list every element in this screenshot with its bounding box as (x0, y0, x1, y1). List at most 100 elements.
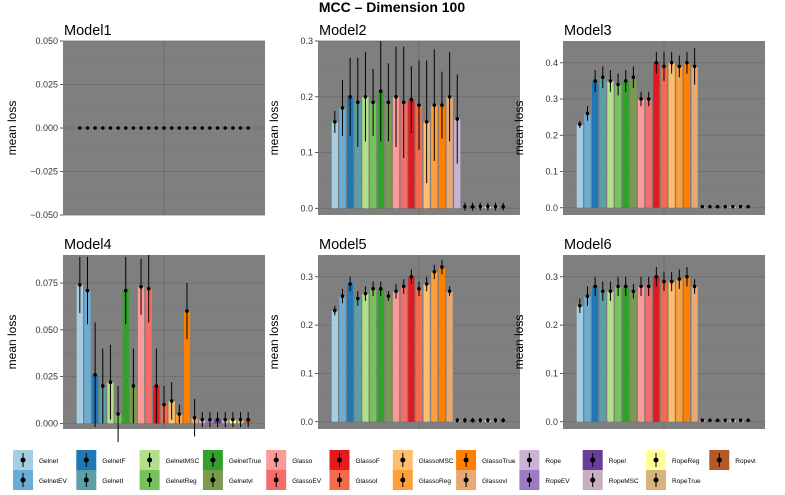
panel-model1: −0.050 −0.025 0.000 0.025 0.050 Model1 mean lo… (5, 23, 265, 220)
legend-label: GlassoReg (419, 478, 452, 485)
point-gelnet (333, 308, 337, 313)
legend-item-gelnetreg: GelnetReg (139, 470, 197, 490)
bar-glassoi (660, 281, 668, 422)
point-gelnetmsc (108, 126, 113, 130)
bar-glassoreg (676, 66, 683, 208)
point-glassoi (662, 279, 666, 284)
point-gelnet (578, 122, 582, 127)
y-axis-label: mean loss (5, 315, 19, 370)
point-ropetrue (738, 418, 743, 423)
y-tick-label: 0.0 (300, 203, 313, 213)
y-axis-label: mean loss (512, 315, 526, 370)
bar-gelnetf (346, 284, 354, 422)
point-gelnettrue (123, 126, 128, 130)
bar-glassoev (645, 99, 652, 208)
point-glassovl (692, 64, 697, 69)
point-gelnetvl (631, 75, 636, 80)
point-glassoev (401, 284, 406, 289)
bar-gelnetmsc (607, 80, 614, 208)
legend-label: GlassoI (356, 478, 378, 485)
bar-glassovl (691, 66, 698, 208)
bar-glasso (392, 291, 400, 422)
legend-item-ropei: RopeI (582, 450, 626, 470)
y-tick-label: −0.050 (30, 210, 58, 220)
point-gelnetev (585, 294, 590, 298)
y-axis-label: mean loss (5, 101, 19, 156)
bar-gelnet (76, 284, 83, 424)
bar-glassoev (645, 286, 652, 422)
point-ropetrue (738, 204, 743, 209)
legend-key-point (337, 457, 342, 463)
point-gelnetvl (386, 100, 391, 105)
bar-glassovl (446, 96, 453, 209)
bar-gelneti (599, 291, 606, 422)
point-glassomsc (169, 399, 174, 403)
legend-item-ropevl: Ropevl (709, 450, 756, 470)
bar-glasso (137, 286, 145, 424)
point-glassomsc (669, 279, 674, 284)
y-tick-label: 0.0 (300, 417, 313, 427)
y-axis-label: mean loss (267, 315, 281, 370)
legend-item-ropetrue: RopeTrue (646, 470, 701, 490)
panel-title: Model2 (319, 23, 367, 39)
bar-glassomsc (668, 281, 675, 422)
legend-key-point (463, 477, 469, 483)
point-rope (200, 417, 205, 422)
point-glassof (409, 274, 414, 279)
legend-label: RopeReg (672, 458, 700, 465)
legend-item-glassof: GlassoF (329, 450, 380, 470)
point-glassoev (646, 284, 651, 289)
bar-gelnetev (84, 290, 91, 424)
legend-item-glassotrue: GlassoTrue (456, 450, 516, 470)
bar-gelnetvl (385, 102, 392, 209)
point-ropereg (731, 204, 735, 209)
point-glassoi (662, 64, 666, 69)
bar-gelnetreg (614, 286, 622, 422)
point-glassoreg (177, 412, 182, 416)
bar-gelnetev (584, 113, 591, 208)
point-ropetrue (493, 418, 498, 423)
point-glassovl (692, 284, 697, 289)
point-glassotrue (185, 126, 189, 130)
point-rope (455, 418, 460, 423)
legend-key-point (147, 457, 153, 463)
point-glasso (394, 289, 398, 294)
point-ropeev (708, 418, 712, 423)
legend-key-point (20, 457, 26, 463)
point-glassof (654, 274, 659, 279)
bar-gelnetf (591, 80, 599, 208)
point-glassotrue (440, 103, 444, 107)
y-tick-label: 0.3 (300, 272, 313, 282)
bar-glassoev (400, 286, 407, 422)
y-tick-label: 0.2 (300, 320, 313, 330)
point-gelnetmsc (363, 291, 368, 296)
point-gelneti (600, 75, 605, 80)
panel-title: Model3 (564, 23, 612, 39)
legend-key-point (653, 477, 659, 483)
point-glassoreg (677, 277, 682, 281)
panel-title: Model5 (319, 237, 367, 253)
point-gelnetf (348, 282, 352, 286)
point-gelnettrue (123, 288, 128, 293)
point-glasso (139, 126, 143, 130)
panel-model3: 0.0 0.1 0.2 0.3 0.4 Model3 mean loss (512, 23, 765, 215)
point-ropereg (486, 204, 490, 209)
legend-label: GlassoF (356, 458, 380, 465)
legend-key-point (83, 477, 89, 483)
point-ropemsc (723, 204, 728, 209)
bar-gelnet (331, 310, 338, 422)
point-glasso (639, 97, 643, 101)
bar-glassoreg (676, 279, 683, 422)
bar-gelnettrue (377, 91, 384, 209)
legend-key-point (590, 457, 596, 463)
bar-gelnetreg (614, 84, 622, 208)
legend-key-point (210, 477, 216, 483)
point-ropeev (208, 126, 212, 130)
y-tick-label: 0.050 (35, 36, 58, 46)
y-tick-label: 0.0 (545, 417, 558, 427)
point-gelnetf (348, 94, 352, 99)
legend-key-point (210, 457, 216, 463)
legend-key-point (400, 477, 406, 483)
point-ropevl (246, 126, 250, 130)
